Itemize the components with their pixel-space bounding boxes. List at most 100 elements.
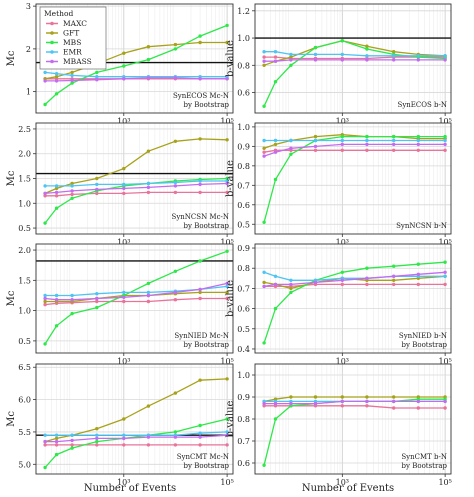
panel-4-series-emr-point xyxy=(365,138,369,143)
panel-6-series-mbass-point xyxy=(416,272,420,276)
panel-2-series-mbs-point xyxy=(340,39,344,43)
panel-1-series-gft-point xyxy=(54,75,59,79)
panel-2-y-axis-label: b-value xyxy=(225,40,236,77)
panel-3-series-gft-point xyxy=(225,138,229,142)
legend-label-mbs: MBS xyxy=(63,38,81,47)
panel-7-series-mbs-point xyxy=(225,417,229,421)
panel-4-series-mbass-point xyxy=(392,142,396,147)
panel-4-series-mbass-point xyxy=(262,154,266,158)
panel-5-series-maxc-point xyxy=(173,298,178,302)
panel-8-y-axis-label: b-value xyxy=(225,400,236,437)
panel-2-series-gft-point xyxy=(392,50,396,54)
panel-8-series-gft-point xyxy=(392,395,396,399)
panel-7-series-mbass-point xyxy=(225,433,229,437)
panel-1-series-gft-point xyxy=(70,70,74,75)
panel-4-series-emr-point xyxy=(313,138,318,143)
x-axis-label-left: Number of Events xyxy=(84,483,176,494)
panel-5-series-mbass-point xyxy=(70,298,74,302)
panel-7-series-maxc-point xyxy=(122,443,126,447)
panel-2-series-emr-point xyxy=(273,50,278,54)
panel-4-series-emr-point xyxy=(392,138,396,143)
panel-1-series-mbass-point xyxy=(225,77,229,81)
panel-5-series-gft-point xyxy=(198,290,202,295)
panel-7-y-tick-label: 5.0 xyxy=(18,460,31,469)
panel-7-series-mbs-point xyxy=(43,465,47,470)
panel-6-y-axis-label: b-value xyxy=(225,280,236,317)
panel-8-series-maxc-point xyxy=(340,404,344,408)
panel-5-y-tick-label: 2.0 xyxy=(18,246,31,255)
panel-8-annotation: by Bootstrap xyxy=(402,462,448,470)
panel-4-series-emr-point xyxy=(443,138,447,143)
panel-6-y-tick-label: 0.9 xyxy=(237,244,250,253)
panel-3-series-emr-point xyxy=(146,181,151,186)
panel-4-series-maxc-point xyxy=(365,148,369,152)
panel-7-series-mbs-point xyxy=(198,423,202,428)
panel-1-series-gft-point xyxy=(198,40,202,45)
panel-7-y-tick-label: 6.5 xyxy=(18,363,31,372)
panel-8-series-gft-point xyxy=(289,395,293,399)
panel-3-series-maxc-point xyxy=(70,192,74,197)
panel-6-series-mbs-point xyxy=(416,262,420,266)
panel-1-series-mbass-point xyxy=(70,78,74,83)
panel-5-series-mbass-point xyxy=(54,298,59,302)
panel-2-series-mbs-point xyxy=(262,104,266,108)
panel-8-x-tick-label: 10⁵ xyxy=(438,478,451,487)
panel-7-series-gft-point xyxy=(95,427,99,431)
panel-2-series-emr-point xyxy=(289,52,293,57)
panel-1-series-emr-point xyxy=(54,72,59,76)
panel-2-series-gft-point xyxy=(289,55,293,59)
panel-4-y-tick-label: 1.0 xyxy=(237,123,250,132)
panel-6-series-mbass-point xyxy=(340,278,344,282)
panel-6-series-emr-point xyxy=(289,278,293,282)
panel-8-series-mbass-point xyxy=(340,399,344,404)
panel-5-y-tick-label: 1.0 xyxy=(18,307,31,316)
panel-7-series-gft-point xyxy=(146,404,151,408)
panel-2-series-mbs-point xyxy=(365,47,369,51)
panel-2-series-emr-point xyxy=(262,50,266,54)
panel-5-series-maxc-point xyxy=(95,299,99,304)
panel-7-series-maxc-point xyxy=(54,443,59,447)
panel-2-y-tick-label: 0.8 xyxy=(237,61,250,70)
panel-7-series-mbass-point xyxy=(43,439,47,444)
panel-4-series-mbass-point xyxy=(340,142,344,147)
panel-6-series-mbass-point xyxy=(289,282,293,287)
panel-4-y-tick-label: 0.7 xyxy=(237,181,250,190)
panel-1-x-tick-label: 10⁵ xyxy=(220,117,233,126)
panel-3-series-mbass-point xyxy=(95,187,99,192)
legend-marker-gft xyxy=(50,31,54,35)
panel-6-series-mbass-point xyxy=(313,280,318,285)
panel-3-series-emr-point xyxy=(43,184,47,188)
panel-3-series-mbs-point xyxy=(70,196,74,200)
panel-6-series-mbs-point xyxy=(443,260,447,264)
panel-8-frame xyxy=(254,363,452,475)
panel-7-annotation: by Bootstrap xyxy=(184,462,230,470)
panel-5-series-maxc-point xyxy=(122,299,126,304)
panel-4-series-emr-point xyxy=(273,138,278,143)
panel-6-series-mbs-point xyxy=(340,270,344,274)
panel-3-series-emr-point xyxy=(70,184,74,188)
panel-6-series-maxc-point xyxy=(392,282,396,287)
panel-6-series-mbs-point xyxy=(273,306,278,311)
panel-6-series-mbs-point xyxy=(365,266,369,270)
panel-3-y-tick-label: 2.5 xyxy=(18,125,31,134)
panel-3-series-mbs-point xyxy=(43,221,47,225)
panel-5-series-emr-point xyxy=(146,290,151,295)
panel-3-series-gft-point xyxy=(122,166,126,171)
panel-2-y-tick-label: 1.2 xyxy=(237,7,250,16)
panel-2-series-mbass-point xyxy=(392,58,396,62)
panel-3-series-gft-point xyxy=(70,181,74,186)
panel-2-series-maxc-point xyxy=(273,55,278,59)
panel-5-series-mbs-point xyxy=(54,324,59,328)
panel-5-series-gft-point xyxy=(43,299,47,304)
panel-1-series-mbass-point xyxy=(198,77,202,81)
panel-1-y-tick-label: 2 xyxy=(26,45,31,54)
legend-marker-emr xyxy=(50,50,54,54)
panel-7-frame xyxy=(35,363,234,475)
panel-8-y-tick-label: 0.6 xyxy=(237,459,250,468)
panel-3-series-mbass-point xyxy=(198,182,202,187)
panel-8-series-maxc-point xyxy=(416,406,420,410)
panel-8-series-mbass-point xyxy=(262,401,266,406)
panel-3-series-emr-point xyxy=(54,184,59,188)
panel-4-plot-area xyxy=(255,123,451,234)
panel-3-series-emr-point xyxy=(173,180,178,185)
